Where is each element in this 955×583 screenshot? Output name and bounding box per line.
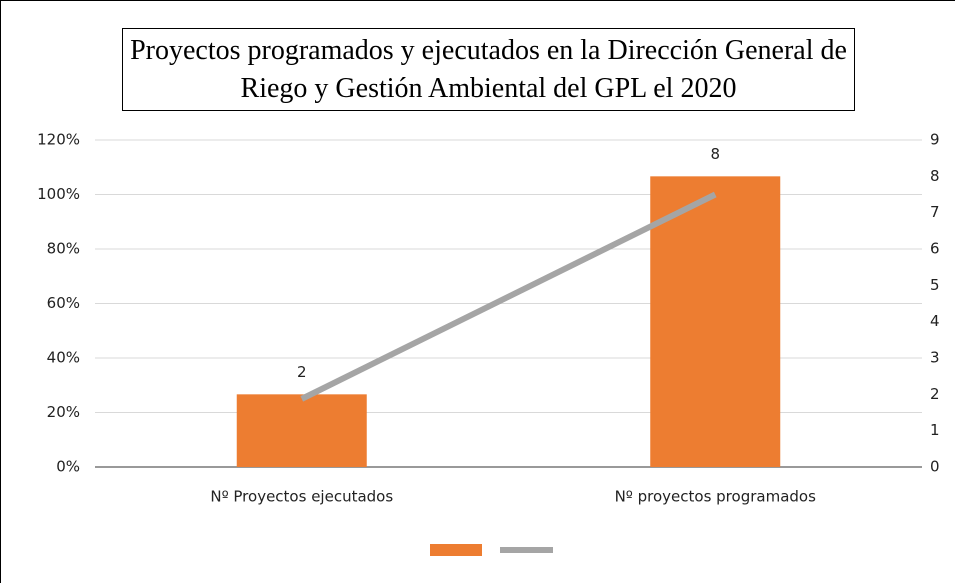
chart-title: Proyectos programados y ejecutados en la… [122, 28, 855, 111]
x-tick-label: Nº proyectos programados [615, 488, 817, 506]
line-series [300, 191, 717, 402]
y-tick-label: 80% [47, 240, 80, 258]
x-tick-label: Nº Proyectos ejecutados [210, 488, 393, 506]
bar [236, 394, 367, 467]
y2-tick-label: 4 [930, 312, 940, 330]
y-tick-label: 0% [56, 458, 80, 476]
y-tick-label: 120% [37, 131, 80, 149]
y2-tick-label: 6 [930, 240, 940, 258]
y2-tick-label: 5 [930, 276, 940, 294]
y-tick-label: 20% [47, 403, 80, 421]
bar [650, 176, 781, 468]
data-label: 8 [710, 145, 720, 163]
y2-tick-label: 2 [930, 385, 940, 403]
y2-tick-label: 1 [930, 421, 940, 439]
y-tick-label: 40% [47, 349, 80, 367]
y2-tick-label: 0 [930, 458, 940, 476]
y-tick-label: 60% [47, 294, 80, 312]
data-label: 2 [297, 363, 307, 381]
legend-swatch [430, 544, 482, 556]
y2-tick-label: 3 [930, 349, 940, 367]
y2-tick-label: 9 [930, 131, 940, 149]
y2-tick-label: 7 [930, 203, 940, 221]
y-tick-label: 100% [37, 185, 80, 203]
y2-tick-label: 8 [930, 167, 940, 185]
